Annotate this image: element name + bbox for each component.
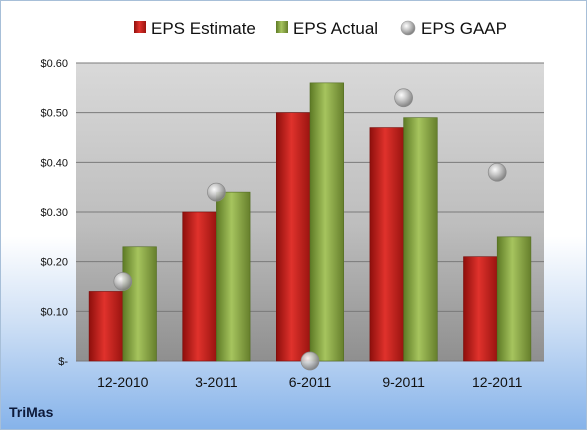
y-tick-label: $-: [58, 356, 68, 368]
legend: EPS Estimate EPS Actual EPS GAAP: [134, 19, 507, 38]
bar-eps-actual: [122, 246, 157, 362]
bar-eps-actual: [309, 82, 344, 362]
x-category-label: 6-2011: [289, 374, 332, 390]
legend-swatch-gaap: [400, 20, 416, 36]
bar-eps-actual: [496, 236, 532, 362]
marker-eps-gaap: [113, 272, 133, 291]
bar-eps-estimate: [369, 127, 404, 362]
legend-label-actual: EPS Actual: [293, 19, 378, 38]
legend-swatch-actual: [276, 21, 288, 33]
bar-eps-estimate: [88, 291, 124, 362]
marker-eps-gaap: [394, 88, 413, 108]
bar-eps-estimate: [463, 256, 498, 362]
bar-eps-actual: [403, 117, 438, 362]
x-category-label: 9-2011: [382, 374, 425, 390]
company-name: TriMas: [9, 404, 54, 420]
y-tick-label: $0.20: [40, 257, 68, 269]
bar-eps-estimate: [182, 211, 217, 362]
marker-eps-gaap: [300, 351, 320, 371]
x-axis-categories: 12-2010 3-2011 6-2011 9-2011 12-2011: [97, 374, 522, 390]
y-axis-ticks: $- $0.10 $0.20 $0.30 $0.40 $0.50 $0.60: [40, 58, 68, 368]
bar-eps-actual: [216, 191, 251, 362]
marker-eps-gaap: [207, 182, 226, 202]
legend-label-estimate: EPS Estimate: [151, 19, 256, 38]
y-tick-label: $0.10: [40, 306, 68, 318]
legend-swatch-estimate: [134, 21, 146, 33]
x-category-label: 12-2011: [472, 374, 523, 390]
y-tick-label: $0.40: [40, 157, 68, 169]
y-tick-label: $0.60: [40, 58, 68, 70]
bars: [88, 82, 532, 362]
legend-label-gaap: EPS GAAP: [421, 19, 507, 38]
x-category-label: 3-2011: [195, 374, 238, 390]
x-category-label: 12-2010: [97, 374, 149, 390]
y-tick-label: $0.50: [40, 108, 68, 120]
y-tick-label: $0.30: [40, 207, 68, 219]
gaap-markers: [113, 88, 507, 371]
marker-eps-gaap: [487, 162, 507, 182]
bar-eps-estimate: [276, 112, 311, 362]
